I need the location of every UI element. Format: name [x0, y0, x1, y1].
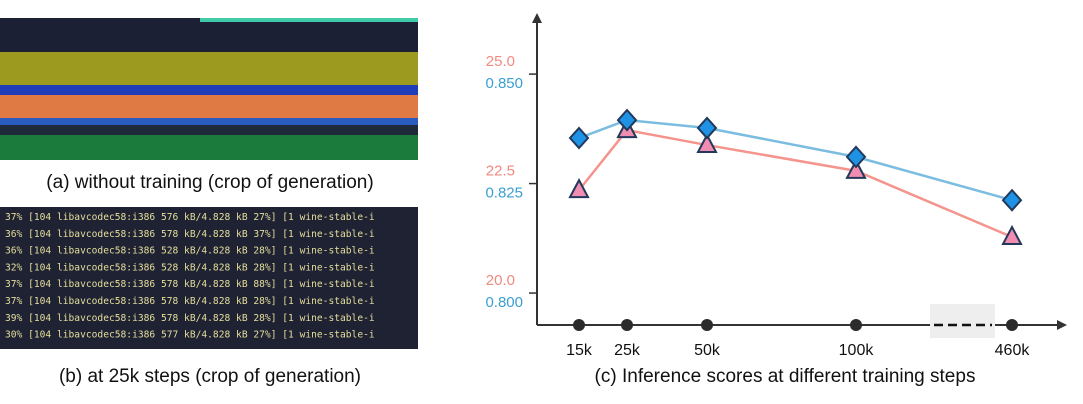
- marker: [845, 145, 867, 169]
- panel-b-caption: (b) at 25k steps (crop of generation): [59, 366, 361, 387]
- x-tick-label: 15k: [566, 342, 593, 359]
- y2-tick-label: 0.800: [485, 294, 523, 311]
- y-tick-label: 20.0: [486, 272, 515, 289]
- terminal-line: 30% [104 libavcodec58:i386 577 kB/4.828 …: [5, 330, 375, 341]
- axis-break-bg: [930, 304, 995, 338]
- marker: [1001, 224, 1023, 245]
- y2-tick-label: 0.850: [485, 75, 523, 92]
- terminal-line: 37% [104 libavcodec58:i386 576 kB/4.828 …: [5, 212, 375, 223]
- chart-caption: (c) Inference scores at different traini…: [595, 366, 976, 387]
- y-tick-label: 25.0: [486, 53, 515, 70]
- marker: [1001, 188, 1023, 212]
- marker: [616, 108, 638, 132]
- x-tick-label: 50k: [694, 342, 721, 359]
- marker: [568, 126, 590, 150]
- panel-a-image: [0, 18, 418, 160]
- x-axis-arrow: [1057, 320, 1067, 330]
- x-tick-label: 100k: [839, 342, 875, 359]
- x-tick-dot: [850, 319, 862, 331]
- terminal: [0, 207, 418, 349]
- terminal-line: 36% [104 libavcodec58:i386 528 kB/4.828 …: [5, 246, 375, 257]
- y-tick-label: 22.5: [486, 163, 515, 180]
- marker: [696, 132, 718, 154]
- panel-a-caption: (a) without training (crop of generation…: [46, 172, 373, 193]
- x-tick-dot: [621, 319, 633, 331]
- marker: [696, 116, 718, 140]
- x-tick-dot: [701, 319, 713, 331]
- terminal-line: 36% [104 libavcodec58:i386 578 kB/4.828 …: [5, 229, 375, 240]
- chart: 20.0 22.5 25.0 0.800 0.825 0.850 15k 25k 50k 100k…: [485, 13, 1067, 359]
- terminal-line: 39% [104 libavcodec58:i386 578 kB/4.828 …: [5, 313, 375, 324]
- x-tick-dot: [1006, 319, 1018, 331]
- x-tick-label: 25k: [614, 342, 641, 359]
- marker: [845, 158, 867, 179]
- x-tick-dot: [573, 319, 585, 331]
- terminal-line: 37% [104 libavcodec58:i386 578 kB/4.828 …: [5, 279, 375, 290]
- terminal-lines: 37% [104 libavcodec58:i386 576 kB/4.828 …: [5, 212, 375, 341]
- marker: [568, 178, 590, 199]
- terminal-line: 32% [104 libavcodec58:i386 528 kB/4.828 …: [5, 262, 375, 273]
- terminal-line: 37% [104 libavcodec58:i386 578 kB/4.828 …: [5, 296, 375, 307]
- x-tick-label: 460k: [995, 342, 1031, 359]
- y-axis-arrow: [532, 13, 542, 23]
- y2-tick-label: 0.825: [485, 185, 523, 202]
